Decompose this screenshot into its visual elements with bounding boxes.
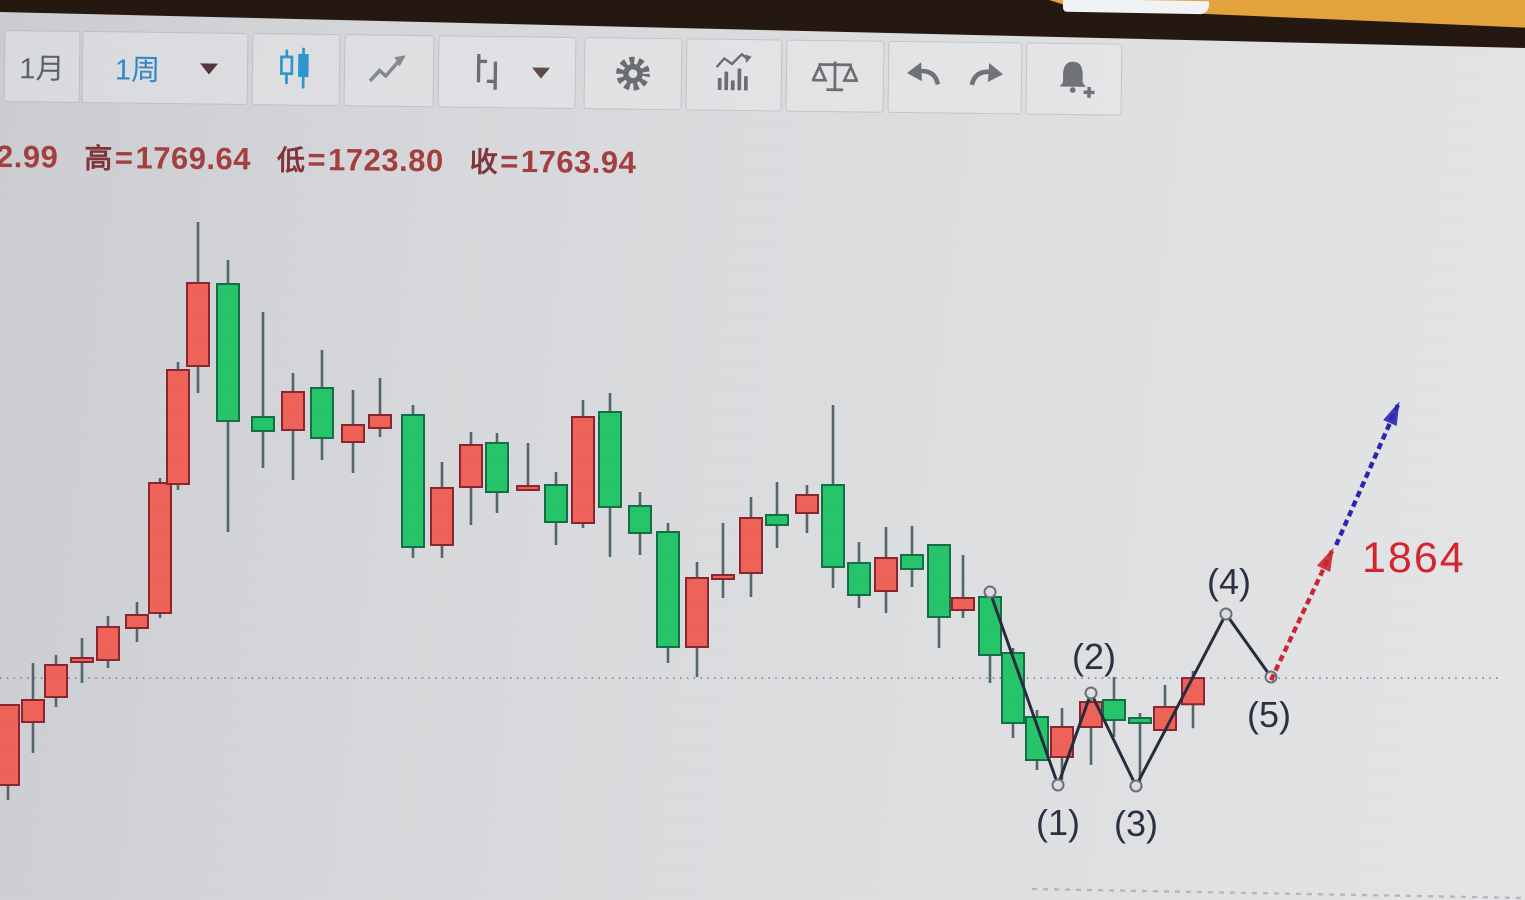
chevron-down-icon bbox=[531, 66, 551, 79]
wave-5-projection-arrowhead bbox=[1316, 547, 1334, 572]
candle-body bbox=[70, 657, 94, 663]
candle-body bbox=[216, 283, 240, 422]
candle-body bbox=[821, 484, 845, 568]
wave-label: (4) bbox=[1207, 561, 1251, 602]
legend-close-label: 收 bbox=[469, 146, 499, 178]
candle-body bbox=[1128, 717, 1152, 724]
candle-body bbox=[166, 369, 190, 485]
candle-body bbox=[900, 554, 924, 570]
wave-label: (1) bbox=[1036, 802, 1080, 843]
axis-dashed-line bbox=[1031, 887, 1525, 900]
wave-anchor[interactable] bbox=[1219, 607, 1233, 621]
candle-body bbox=[186, 282, 210, 367]
wave-label: (3) bbox=[1114, 803, 1158, 844]
bar-style-button[interactable] bbox=[437, 35, 577, 110]
candle-body bbox=[21, 699, 45, 723]
indicators-icon bbox=[715, 52, 752, 91]
candle-body bbox=[598, 411, 622, 508]
chart-canvas[interactable]: (1) (2) (3) (4) (5) 1864 bbox=[0, 190, 1525, 900]
candle-body bbox=[281, 391, 305, 431]
compare-scale-icon bbox=[811, 61, 859, 92]
wave-anchor[interactable] bbox=[1084, 686, 1098, 700]
extension-projection-arrowhead bbox=[1383, 401, 1400, 426]
wave-anchor[interactable] bbox=[983, 585, 997, 599]
settings-gear-icon bbox=[616, 56, 650, 91]
candle-body bbox=[459, 444, 483, 488]
wave-anchor[interactable] bbox=[1051, 778, 1065, 792]
candle-body bbox=[847, 562, 871, 596]
candles bbox=[0, 222, 1205, 800]
projection-arrows[interactable] bbox=[1269, 401, 1400, 682]
app-screen: 1月 1周 bbox=[0, 12, 1525, 900]
ohlc-legend: 2.99 高=1769.64 低=1723.80 收=1763.94 bbox=[0, 136, 637, 182]
redo-icon[interactable] bbox=[962, 56, 1007, 101]
history-buttons bbox=[887, 40, 1023, 115]
interval-1month-button[interactable]: 1月 bbox=[3, 30, 81, 103]
wave-label: (5) bbox=[1247, 694, 1291, 735]
legend-high-value: 1769.64 bbox=[135, 140, 252, 177]
settings-button[interactable] bbox=[583, 37, 683, 111]
candle-body bbox=[739, 517, 763, 574]
candle-body bbox=[430, 487, 454, 546]
ohlc-bars-icon bbox=[476, 54, 498, 90]
legend-open-fragment: 2.99 bbox=[0, 139, 59, 175]
candle-body bbox=[1001, 652, 1025, 724]
candle-body bbox=[978, 596, 1002, 656]
interval-1week-button[interactable]: 1周 bbox=[81, 30, 249, 106]
candle-body bbox=[368, 414, 392, 429]
candle-body bbox=[485, 442, 509, 493]
candle-body bbox=[341, 424, 365, 443]
legend-low-label: 低 bbox=[276, 144, 306, 176]
candle-body bbox=[96, 626, 120, 661]
browser-tab-remnant bbox=[1062, 0, 1210, 15]
candle-body bbox=[628, 505, 652, 534]
candle-body bbox=[765, 514, 789, 526]
candlestick-chart-icon bbox=[279, 47, 309, 89]
compare-button[interactable] bbox=[785, 39, 885, 113]
interval-1month-label: 1月 bbox=[19, 53, 65, 86]
candle-body bbox=[927, 544, 951, 618]
candle-body bbox=[44, 664, 68, 698]
candle-body bbox=[401, 414, 425, 548]
line-style-button[interactable] bbox=[343, 34, 435, 108]
chart-toolbar: 1月 1周 bbox=[2, 28, 1163, 122]
line-chart-icon bbox=[368, 55, 406, 83]
alert-add-icon bbox=[1059, 61, 1095, 98]
candle-body bbox=[685, 577, 709, 648]
indicators-button[interactable] bbox=[685, 38, 783, 112]
interval-1week-label: 1周 bbox=[114, 54, 161, 87]
elliott-wave-annotation[interactable]: (1) (2) (3) (4) (5) bbox=[983, 561, 1292, 844]
candle-body bbox=[711, 574, 735, 580]
candle-body bbox=[125, 614, 149, 629]
candle-body bbox=[544, 484, 568, 523]
candle-body bbox=[1025, 716, 1049, 761]
wave-label: (2) bbox=[1072, 636, 1116, 677]
candle-body bbox=[795, 494, 819, 514]
legend-low-value: 1723.80 bbox=[327, 142, 444, 179]
candle-body bbox=[656, 531, 680, 648]
wave-anchor[interactable] bbox=[1129, 779, 1143, 793]
candle-body bbox=[148, 482, 172, 614]
candle-body bbox=[571, 416, 595, 524]
candle-body bbox=[951, 597, 975, 611]
target-price-label[interactable]: 1864 bbox=[1362, 534, 1466, 582]
legend-high-label: 高 bbox=[84, 142, 113, 175]
candle-body bbox=[874, 557, 898, 592]
candle-body bbox=[251, 416, 275, 432]
candlestick-style-button[interactable] bbox=[251, 33, 341, 107]
candle-body bbox=[516, 485, 540, 491]
undo-icon[interactable] bbox=[904, 55, 949, 100]
legend-close-value: 1763.94 bbox=[520, 144, 637, 181]
add-alert-button[interactable] bbox=[1025, 42, 1123, 116]
wave-5-projection-line bbox=[1269, 550, 1334, 682]
candle-body bbox=[0, 704, 20, 786]
chevron-down-icon bbox=[200, 62, 219, 75]
extension-projection-line bbox=[1334, 404, 1400, 546]
wave-line bbox=[988, 591, 1273, 788]
candle-body bbox=[310, 387, 334, 439]
candle-body bbox=[1102, 699, 1126, 721]
